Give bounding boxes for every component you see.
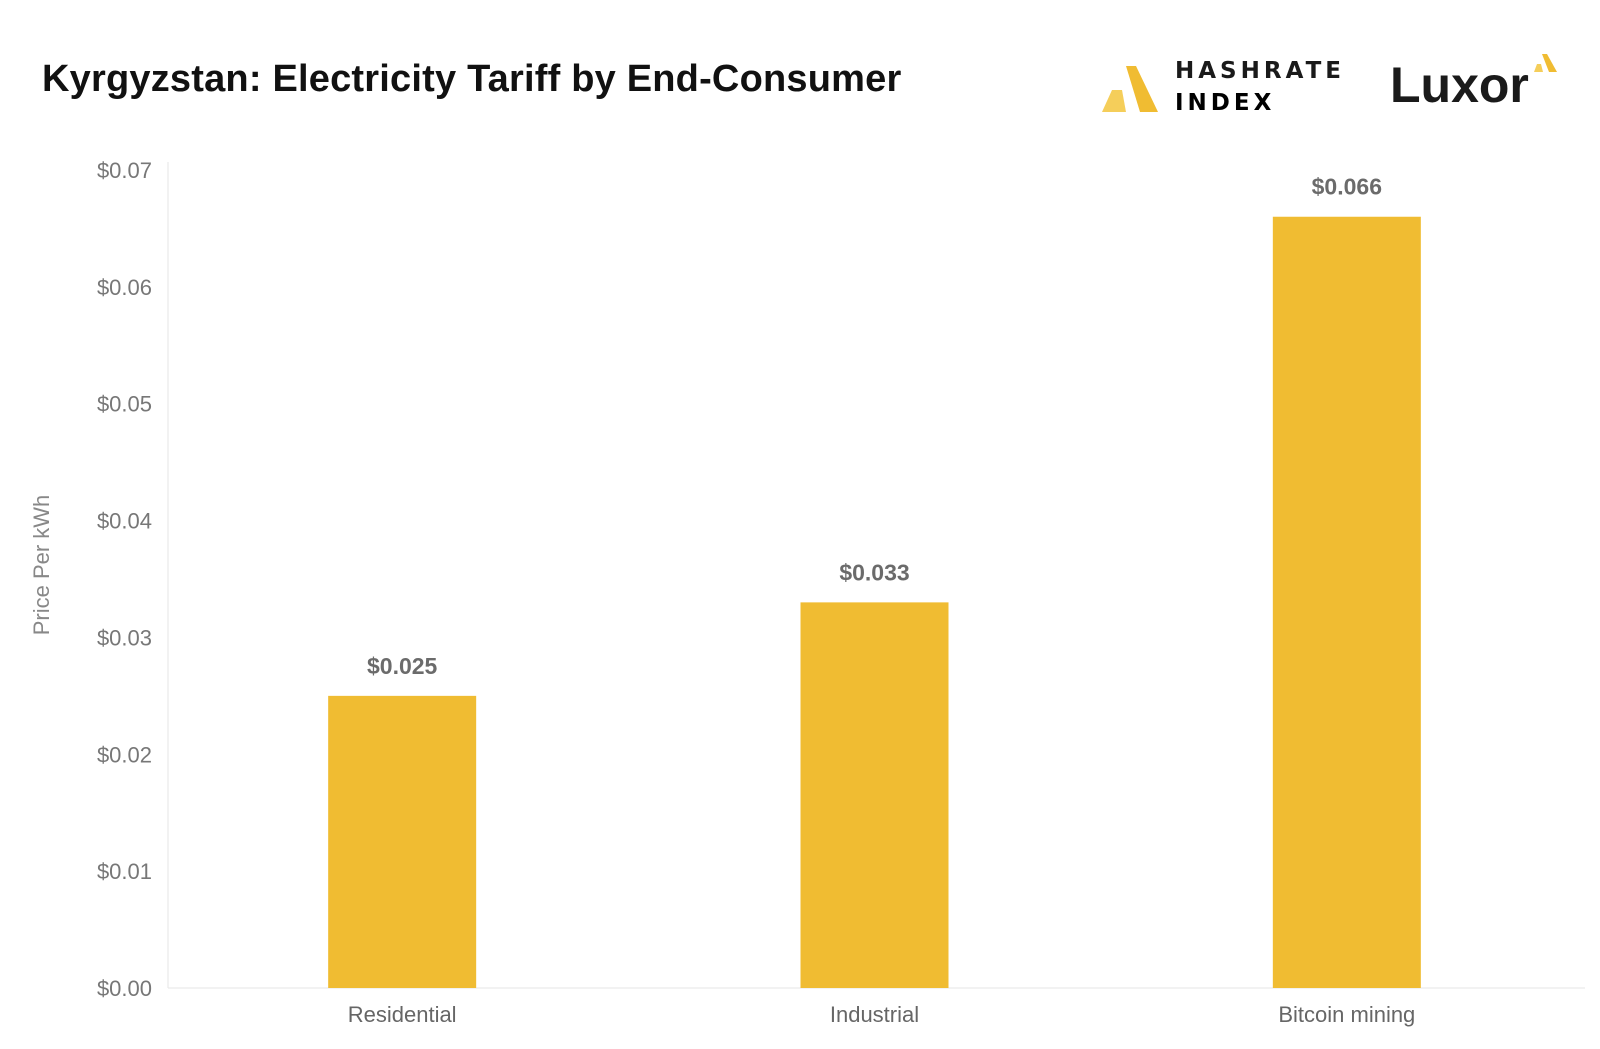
bar <box>1272 216 1421 988</box>
luxor-mark-icon <box>1534 54 1557 72</box>
data-label: $0.066 <box>1312 174 1382 200</box>
y-tick-label: $0.07 <box>97 158 152 183</box>
y-tick-label: $0.01 <box>97 859 152 884</box>
data-label: $0.033 <box>839 559 909 585</box>
y-tick-label: $0.03 <box>97 625 152 650</box>
x-tick-label: Residential <box>348 1002 457 1027</box>
luxor-logo-word: Luxor <box>1390 57 1529 113</box>
y-tick-label: $0.04 <box>97 509 152 534</box>
chart-title: Kyrgyzstan: Electricity Tariff by End-Co… <box>42 58 902 100</box>
y-tick-label: $0.00 <box>97 976 152 1001</box>
bar <box>800 602 949 988</box>
y-tick-label: $0.05 <box>97 392 152 417</box>
y-tick-label: $0.02 <box>97 742 152 767</box>
hashrate-logo-line2: INDEX <box>1175 90 1276 116</box>
x-tick-label: Bitcoin mining <box>1278 1002 1415 1027</box>
data-label: $0.025 <box>367 653 438 679</box>
x-tick-label: Industrial <box>830 1002 919 1027</box>
luxor-logo: Luxor <box>1390 46 1560 126</box>
hashrate-index-logo: HASHRATE INDEX <box>1100 46 1350 126</box>
bar <box>328 695 477 988</box>
hashrate-index-icon <box>1102 66 1158 112</box>
hashrate-logo-line1: HASHRATE <box>1175 58 1345 84</box>
y-tick-label: $0.06 <box>97 275 152 300</box>
